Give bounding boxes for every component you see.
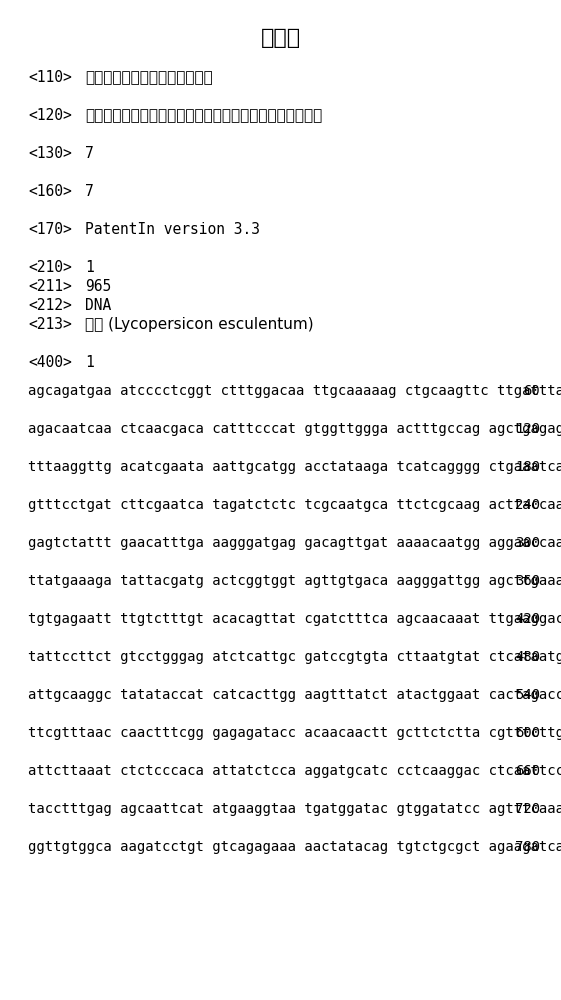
Text: 鉴定番茄叶霉病抗性的高通量分子标记及其标记方法与应用: 鉴定番茄叶霉病抗性的高通量分子标记及其标记方法与应用 (85, 108, 322, 123)
Text: ggttgtggca aagatcctgt gtcagagaaa aactatacag tgtctgcgct agaagatcaa: ggttgtggca aagatcctgt gtcagagaaa aactata… (28, 840, 561, 854)
Text: <400>: <400> (28, 355, 72, 370)
Text: 180: 180 (515, 460, 540, 474)
Text: 660: 660 (515, 764, 540, 778)
Text: <210>: <210> (28, 260, 72, 275)
Text: 60: 60 (523, 384, 540, 398)
Text: <212>: <212> (28, 298, 72, 313)
Text: <211>: <211> (28, 279, 72, 294)
Text: 7: 7 (85, 146, 94, 161)
Text: 360: 360 (515, 574, 540, 588)
Text: <110>: <110> (28, 70, 72, 85)
Text: 番茄 (Lycopersicon esculentum): 番茄 (Lycopersicon esculentum) (85, 317, 314, 332)
Text: gagtctattt gaacatttga aagggatgag gacagttgat aaaacaatgg aggaaccaag: gagtctattt gaacatttga aagggatgag gacagtt… (28, 536, 561, 550)
Text: 山东寿光蔬菜种业集团有限公司: 山东寿光蔬菜种业集团有限公司 (85, 70, 213, 85)
Text: 780: 780 (515, 840, 540, 854)
Text: attcttaaat ctctcccaca attatctcca aggatgcatc cctcaaggac ctcaattccg: attcttaaat ctctcccaca attatctcca aggatgc… (28, 764, 561, 778)
Text: agcagatgaa atcccctcggt ctttggacaa ttgcaaaaag ctgcaagttc ttgatttagg: agcagatgaa atcccctcggt ctttggacaa ttgcaa… (28, 384, 561, 398)
Text: 720: 720 (515, 802, 540, 816)
Text: 420: 420 (515, 612, 540, 626)
Text: tttaaggttg acatcgaata aattgcatgg acctataaga tcatcagggg ctgaaatcat: tttaaggttg acatcgaata aattgcatgg acctata… (28, 460, 561, 474)
Text: 序列表: 序列表 (260, 28, 301, 48)
Text: PatentIn version 3.3: PatentIn version 3.3 (85, 222, 260, 237)
Text: 240: 240 (515, 498, 540, 512)
Text: 1: 1 (85, 260, 94, 275)
Text: tgtgagaatt ttgtctttgt acacagttat cgatctttca agcaacaaat ttgaaggaca: tgtgagaatt ttgtctttgt acacagttat cgatctt… (28, 612, 561, 626)
Text: 480: 480 (515, 650, 540, 664)
Text: 120: 120 (515, 422, 540, 436)
Text: <130>: <130> (28, 146, 72, 161)
Text: 600: 600 (515, 726, 540, 740)
Text: DNA: DNA (85, 298, 111, 313)
Text: ttcgtttaac caactttcgg gagagatacc acaacaactt gcttctctta cgtttcttga: ttcgtttaac caactttcgg gagagatacc acaacaa… (28, 726, 561, 740)
Text: <213>: <213> (28, 317, 72, 332)
Text: <160>: <160> (28, 184, 72, 199)
Text: 1: 1 (85, 355, 94, 370)
Text: agacaatcaa ctcaacgaca catttcccat gtggttggga actttgccag agctgagagt: agacaatcaa ctcaacgaca catttcccat gtggttg… (28, 422, 561, 436)
Text: gtttcctgat cttcgaatca tagatctctc tcgcaatgca ttctcgcaag acttaccaac: gtttcctgat cttcgaatca tagatctctc tcgcaat… (28, 498, 561, 512)
Text: attgcaaggc tatataccat catcacttgg aagtttatct atactggaat cactagacct: attgcaaggc tatataccat catcacttgg aagttta… (28, 688, 561, 702)
Text: tattccttct gtcctgggag atctcattgc gatccgtgta cttaatgtat ctcataatgc: tattccttct gtcctgggag atctcattgc gatccgt… (28, 650, 561, 664)
Text: 965: 965 (85, 279, 111, 294)
Text: 7: 7 (85, 184, 94, 199)
Text: 540: 540 (515, 688, 540, 702)
Text: <170>: <170> (28, 222, 72, 237)
Text: tacctttgag agcaattcat atgaaggtaa tgatggatac gtggatatcc agtttcaaaa: tacctttgag agcaattcat atgaaggtaa tgatgga… (28, 802, 561, 816)
Text: <120>: <120> (28, 108, 72, 123)
Text: 300: 300 (515, 536, 540, 550)
Text: ttatgaaaga tattacgatg actcggtggt agttgtgaca aagggattgg agcttgaaat: ttatgaaaga tattacgatg actcggtggt agttgtg… (28, 574, 561, 588)
